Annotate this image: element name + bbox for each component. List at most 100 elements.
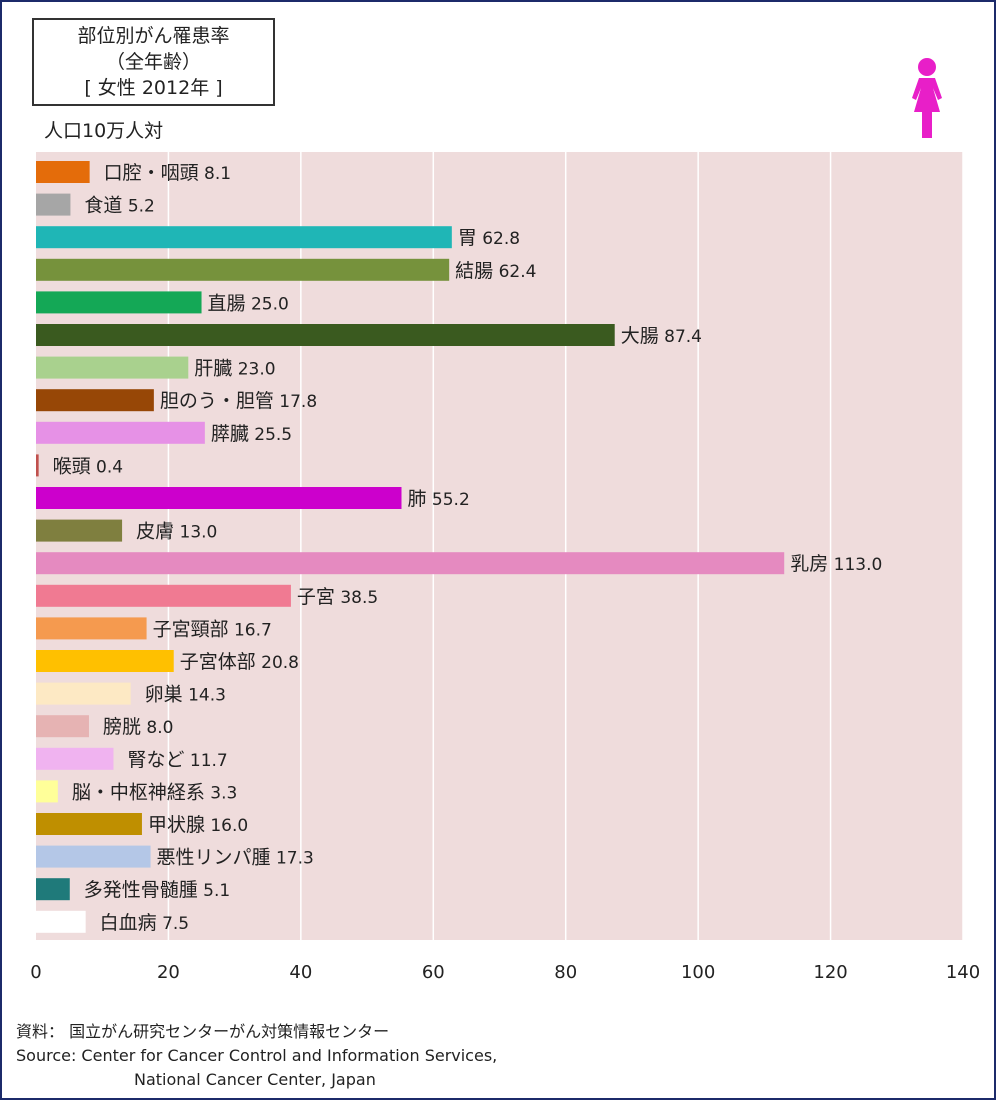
bar — [36, 878, 70, 901]
bars — [36, 161, 785, 933]
bar-value-label: 0.4 — [91, 457, 123, 477]
bar-label: 肝臓 23.0 — [194, 358, 275, 380]
bar — [36, 682, 131, 705]
bar-value-label: 62.4 — [493, 262, 536, 282]
source-line-en-2: National Cancer Center, Japan — [134, 1070, 376, 1089]
bar-category-label: 胆のう・胆管 — [160, 390, 274, 412]
bar-label: 子宮体部 20.8 — [180, 651, 299, 673]
bar-label: 胆のう・胆管 17.8 — [160, 390, 317, 412]
bar-label: 子宮頸部 16.7 — [153, 618, 272, 640]
x-tick-label: 0 — [30, 962, 41, 983]
bar-category-label: 膀胱 — [103, 716, 141, 738]
x-tick-label: 140 — [946, 962, 980, 983]
x-tick-label: 80 — [554, 962, 577, 983]
bar-category-label: 子宮頸部 — [153, 618, 229, 640]
bar-category-label: 子宮 — [297, 586, 335, 608]
bar-label: 胃 62.8 — [458, 227, 520, 249]
bar-category-label: 肺 — [408, 488, 427, 510]
bar — [36, 389, 154, 412]
bar-value-label: 13.0 — [174, 523, 217, 543]
bar-category-label: 卵巣 — [145, 684, 183, 706]
bar-category-label: 腎など — [127, 749, 184, 771]
bar — [36, 356, 189, 379]
bar-chart: 口腔・咽頭 8.1 食道 5.2 胃 62.8 結腸 62.4 直腸 25.0 大腸 87… — [30, 152, 980, 983]
bar-label: 甲状腺 16.0 — [148, 814, 248, 836]
bar-category-label: 喉頭 — [53, 455, 91, 477]
bar-label: 大腸 87.4 — [621, 325, 702, 347]
bar-category-label: 口腔・咽頭 — [104, 162, 199, 184]
bar — [36, 161, 90, 183]
source-note: 資料： 国立がん研究センターがん対策情報センター Source: Center … — [16, 1020, 497, 1092]
source-line-ja: 資料： 国立がん研究センターがん対策情報センター — [16, 1022, 390, 1041]
bar — [36, 910, 86, 933]
bar — [36, 487, 402, 509]
bar-labels: 口腔・咽頭 8.1 食道 5.2 胃 62.8 結腸 62.4 直腸 25.0 大腸 87… — [53, 162, 883, 934]
bar-label: 脳・中枢神経系 3.3 — [72, 781, 237, 803]
bar-category-label: 白血病 — [100, 912, 157, 934]
bar-category-label: 多発性骨髄腫 — [84, 879, 198, 901]
chart-title: 部位別がん罹患率 — [77, 25, 230, 47]
x-tick-label: 40 — [289, 962, 312, 983]
x-tick-label: 20 — [157, 962, 180, 983]
bar-category-label: 皮膚 — [136, 521, 174, 543]
bar-category-label: 大腸 — [621, 325, 659, 347]
bar-value-label: 20.8 — [256, 653, 299, 673]
source-line-en-1: Source: Center for Cancer Control and In… — [16, 1046, 498, 1065]
bar-value-label: 113.0 — [828, 555, 882, 575]
bar-category-label: 甲状腺 — [148, 814, 205, 836]
bar-label: 卵巣 14.3 — [145, 684, 226, 706]
bar — [36, 780, 58, 803]
x-tick-label: 60 — [422, 962, 445, 983]
bar — [36, 584, 291, 607]
x-tick-label: 120 — [813, 962, 847, 983]
bar-category-label: 膵臓 — [211, 423, 249, 445]
bar — [36, 519, 123, 542]
bar-label: 皮膚 13.0 — [136, 521, 217, 543]
bar-category-label: 乳房 — [790, 553, 828, 575]
bar-category-label: 脳・中枢神経系 — [72, 781, 205, 803]
bar — [36, 454, 39, 477]
bar-value-label: 55.2 — [427, 490, 470, 510]
bar-value-label: 17.8 — [274, 392, 317, 412]
bar-value-label: 16.0 — [205, 816, 248, 836]
bar — [36, 747, 114, 770]
bar-value-label: 17.3 — [271, 849, 314, 869]
bar-value-label: 62.8 — [477, 229, 520, 249]
bar-label: 多発性骨髄腫 5.1 — [84, 879, 230, 901]
bar — [36, 552, 785, 575]
bar-value-label: 8.1 — [199, 164, 231, 184]
bar-category-label: 子宮体部 — [180, 651, 256, 673]
bar — [36, 258, 450, 281]
x-tick-label: 100 — [681, 962, 715, 983]
bar-label: 結腸 62.4 — [455, 260, 536, 282]
chart-title-box: 部位別がん罹患率 （全年齢） [ 女性 2012年 ] — [32, 18, 275, 106]
x-axis-ticks: 0 20 40 60 80 100 120 140 — [30, 962, 980, 983]
bar-label: 白血病 7.5 — [100, 912, 189, 934]
bar-value-label: 8.0 — [141, 718, 173, 738]
bar-label: 膵臓 25.5 — [211, 423, 292, 445]
female-figure-icon — [912, 58, 942, 138]
bar — [36, 813, 142, 835]
bar-value-label: 87.4 — [659, 327, 702, 347]
chart-subtitle-year: [ 女性 2012年 ] — [84, 77, 223, 99]
bar-value-label: 38.5 — [335, 588, 378, 608]
bar-value-label: 5.2 — [122, 197, 154, 217]
bar-label: 腎など 11.7 — [127, 749, 227, 771]
bar-category-label: 食道 — [84, 195, 122, 217]
bar-category-label: 直腸 — [208, 292, 246, 314]
bar — [36, 421, 205, 444]
bar-label: 乳房 113.0 — [790, 553, 882, 575]
bar-value-label: 11.7 — [184, 751, 227, 771]
bar-value-label: 5.1 — [198, 881, 230, 901]
bar — [36, 650, 174, 672]
bar-category-label: 結腸 — [455, 260, 493, 282]
bar — [36, 193, 71, 216]
bar-value-label: 7.5 — [157, 914, 189, 934]
bar-label: 悪性リンパ腫 17.3 — [157, 847, 314, 869]
bar-label: 肺 55.2 — [408, 488, 470, 510]
bar-value-label: 16.7 — [229, 620, 272, 640]
plot-background — [36, 152, 963, 940]
bar-label: 直腸 25.0 — [208, 292, 289, 314]
chart-subtitle-age: （全年齢） — [105, 51, 201, 73]
bar-value-label: 25.0 — [246, 294, 289, 314]
